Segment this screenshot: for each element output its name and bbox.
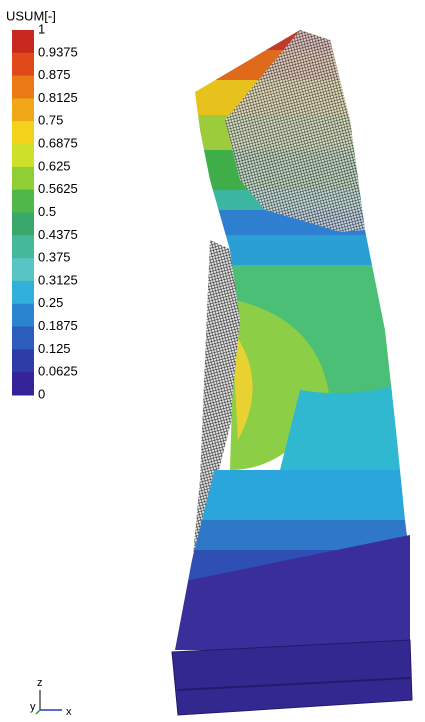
legend-swatch xyxy=(12,213,34,236)
legend-swatch xyxy=(12,190,34,213)
legend-title: USUM[-] xyxy=(6,8,56,23)
legend-label: 0.0625 xyxy=(38,364,78,379)
legend-label: 0.6875 xyxy=(38,136,78,151)
legend-label: 0.8125 xyxy=(38,90,78,105)
legend-swatch xyxy=(12,53,34,76)
legend-swatch xyxy=(12,76,34,99)
legend-label: 0.4375 xyxy=(38,227,78,242)
legend-swatch xyxy=(12,372,34,395)
legend-swatch xyxy=(12,327,34,350)
legend-swatch xyxy=(12,144,34,167)
legend-label: 0.875 xyxy=(38,67,71,82)
legend-swatch xyxy=(12,281,34,304)
legend-label: 0.25 xyxy=(38,295,63,310)
legend-label: 1 xyxy=(38,21,45,36)
root xyxy=(172,640,412,715)
legend-swatch xyxy=(12,98,34,121)
legend-label: 0.625 xyxy=(38,158,71,173)
legend-label: 0.75 xyxy=(38,113,63,128)
legend-swatch xyxy=(12,349,34,372)
legend-label: 0.5 xyxy=(38,204,56,219)
legend-swatch xyxy=(12,121,34,144)
legend-label: 0.9375 xyxy=(38,44,78,59)
legend-label: 0.1875 xyxy=(38,318,78,333)
axis-y xyxy=(36,710,40,714)
legend: 1 0.9375 0.875 0.8125 0.75 0.6875 0.625 0.5625 0… xyxy=(12,21,78,401)
legend-label: 0 xyxy=(38,386,45,401)
axis-x-label: x xyxy=(66,706,72,718)
legend-swatch xyxy=(12,30,34,53)
legend-label: 0.125 xyxy=(38,341,71,356)
legend-label: 0.5625 xyxy=(38,181,78,196)
legend-label: 0.375 xyxy=(38,250,71,265)
legend-swatch xyxy=(12,258,34,281)
legend-swatch xyxy=(12,167,34,190)
axis-z-label: z xyxy=(37,677,43,689)
legend-swatch xyxy=(12,304,34,327)
screen: USUM[-] 1 0.9375 0.875 0.8125 0.75 0.6875 0.62… xyxy=(0,0,425,722)
legend-swatch xyxy=(12,235,34,258)
legend-label: 0.3125 xyxy=(38,272,78,287)
axis-y-label: y xyxy=(30,701,36,713)
